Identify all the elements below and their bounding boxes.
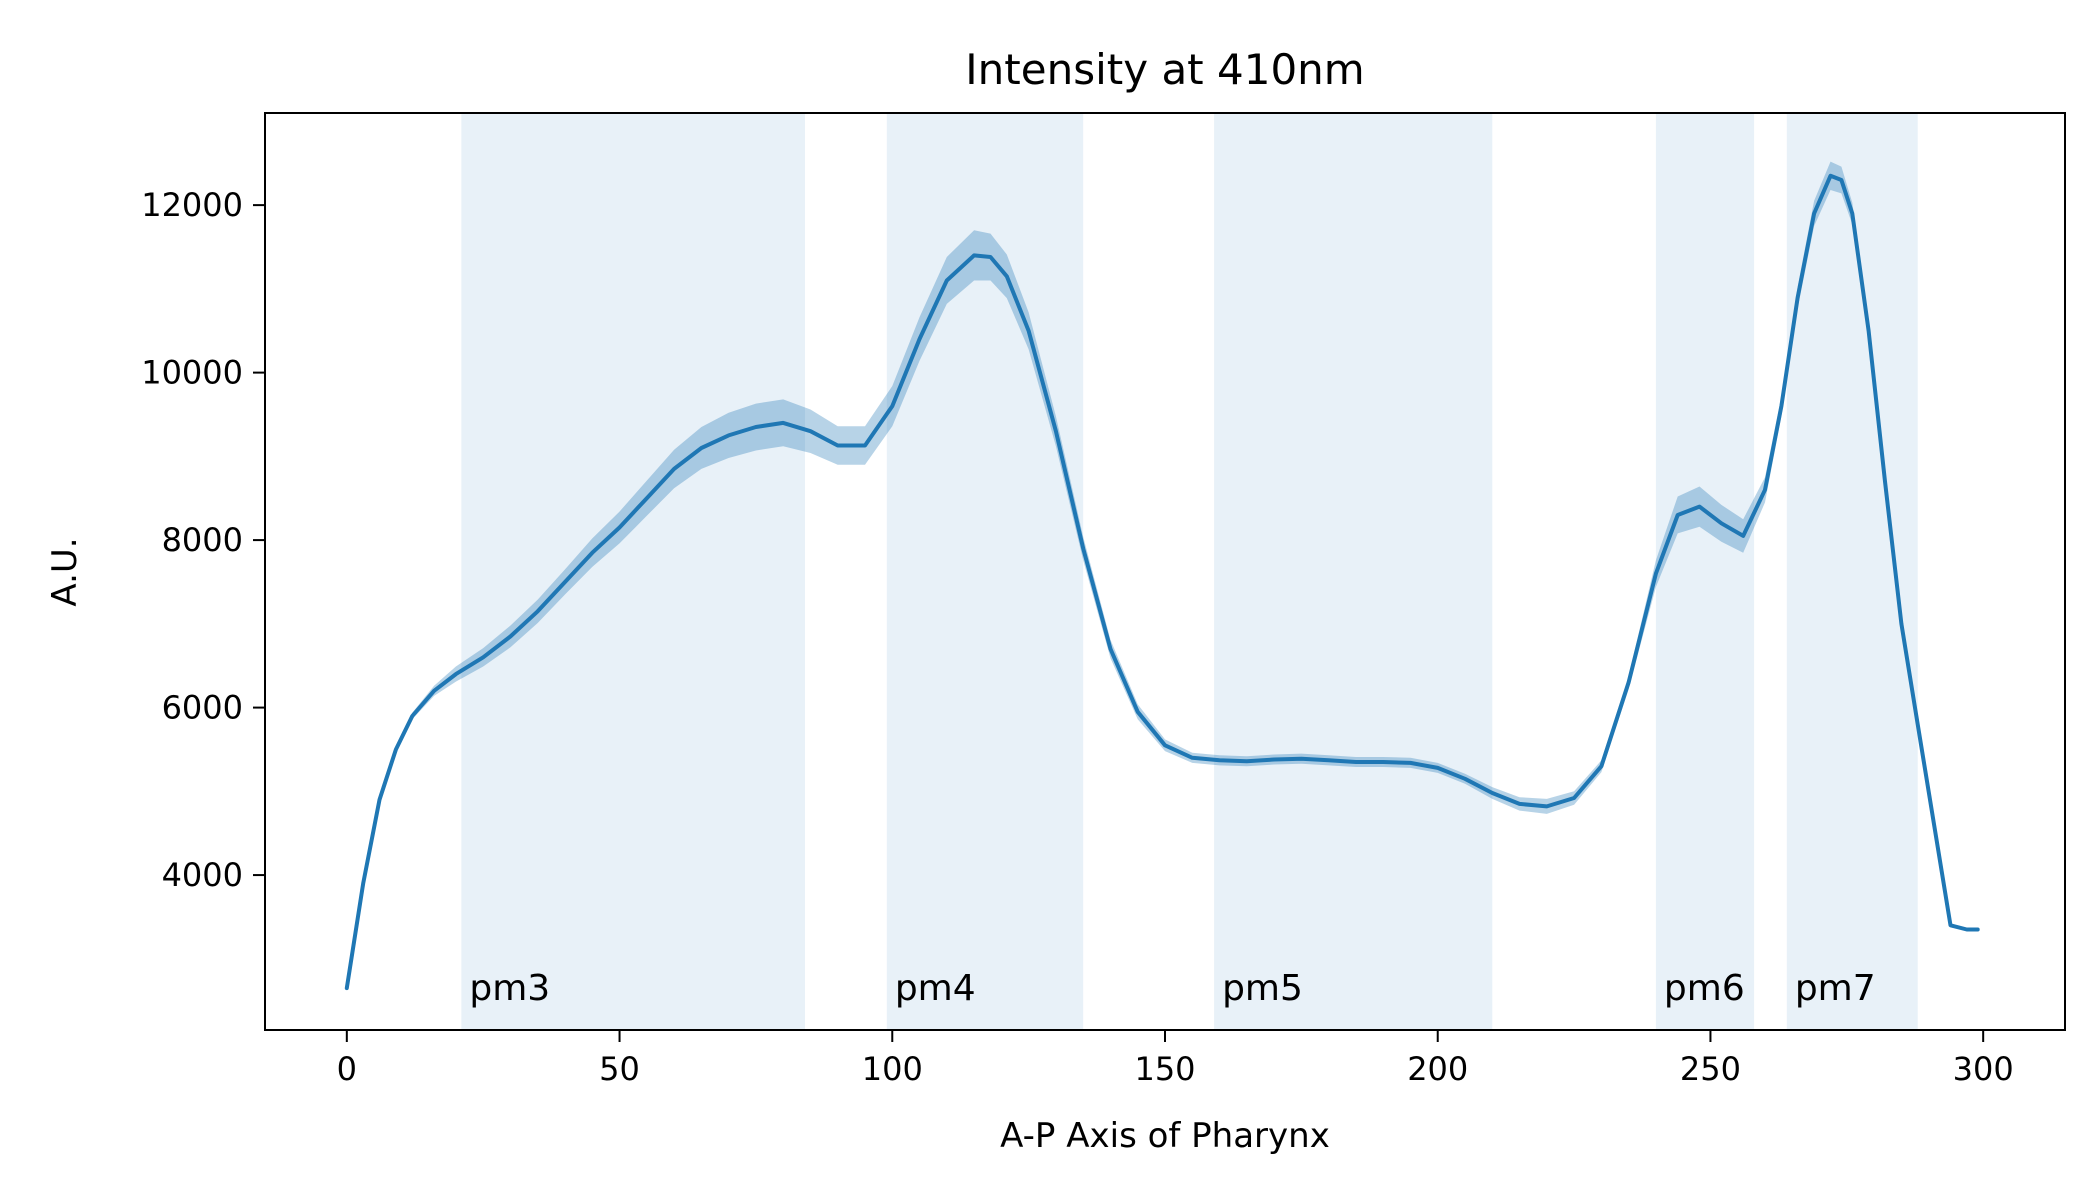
region-pm6	[1655, 113, 1755, 1030]
region-shading-layer	[461, 113, 1918, 1030]
x-tick-label: 150	[1134, 1050, 1195, 1088]
region-label-pm3: pm3	[469, 968, 550, 1009]
x-axis: 0 50 100 150 200 250 300	[337, 1030, 2014, 1088]
region-pm3	[461, 113, 805, 1030]
x-tick-label: 100	[862, 1050, 923, 1088]
region-label-pm7: pm7	[1795, 968, 1876, 1009]
region-labels: pm3 pm4 pm5 pm6 pm7	[469, 968, 1875, 1009]
region-label-pm4: pm4	[895, 968, 976, 1009]
x-axis-label: A-P Axis of Pharynx	[1000, 1116, 1330, 1156]
region-label-pm5: pm5	[1222, 968, 1303, 1009]
y-tick-label: 6000	[162, 689, 243, 727]
region-pm4	[886, 113, 1084, 1030]
region-pm5	[1214, 113, 1493, 1030]
x-tick-label: 250	[1680, 1050, 1741, 1088]
y-tick-label: 8000	[162, 521, 243, 559]
y-axis: 4000 6000 8000 10000 12000	[141, 186, 265, 894]
y-tick-label: 12000	[141, 186, 243, 224]
y-tick-label: 4000	[162, 856, 243, 894]
region-label-pm6: pm6	[1664, 968, 1745, 1009]
chart-title: Intensity at 410nm	[965, 45, 1364, 94]
x-tick-label: 50	[599, 1050, 640, 1088]
series-line-layer	[344, 173, 1980, 991]
x-tick-label: 200	[1407, 1050, 1468, 1088]
x-tick-label: 300	[1953, 1050, 2014, 1088]
x-tick-label: 0	[337, 1050, 357, 1088]
series-line	[344, 173, 1980, 991]
y-axis-label: A.U.	[45, 537, 85, 606]
y-tick-label: 10000	[141, 354, 243, 392]
